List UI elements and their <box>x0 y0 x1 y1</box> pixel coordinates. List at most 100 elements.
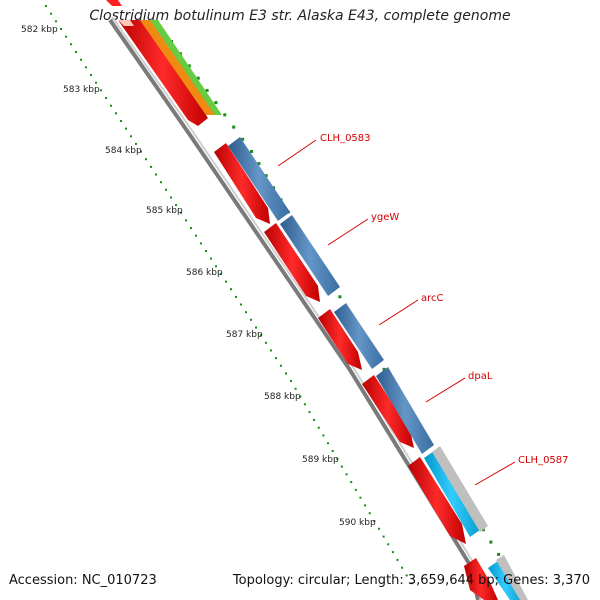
scale-dot <box>368 512 371 515</box>
scale-dot <box>65 35 67 38</box>
scale-label-584: 584 kbp <box>105 146 142 156</box>
scale-dot <box>45 5 47 7</box>
scale-dot <box>85 66 87 69</box>
leader-line-2 <box>327 218 369 246</box>
scale-dot <box>350 481 353 484</box>
scale-dot <box>308 411 311 414</box>
scale-dot <box>205 250 207 252</box>
scale-dot <box>75 51 77 53</box>
outer-dot <box>223 113 227 117</box>
outer-dot <box>382 367 386 371</box>
scale-dot <box>50 12 52 15</box>
outer-dot <box>497 552 501 556</box>
gene-label-ygew: ygeW <box>371 212 399 223</box>
scale-dot <box>160 181 162 184</box>
outer-dot <box>257 162 261 166</box>
scale-dot <box>290 380 292 382</box>
scale-dot <box>285 372 287 375</box>
leader-line-5 <box>474 461 516 486</box>
cds-arrow-forward-5 <box>408 457 466 544</box>
accession-text: Accession: NC_010723 <box>9 573 157 588</box>
gene-label-arcc: arcC <box>421 293 444 304</box>
scale-dot <box>170 196 172 199</box>
backbone-line <box>108 18 480 600</box>
scale-label-590: 590 kbp <box>339 518 376 528</box>
scale-dot <box>215 265 217 268</box>
scale-dot <box>294 387 297 390</box>
cds-arrow-forward-6 <box>464 558 498 600</box>
scale-dot <box>100 89 102 92</box>
map-title: Clostridium botulinum E3 str. Alaska E43… <box>89 8 511 24</box>
gene-label-clh0583: CLH_0583 <box>320 133 371 144</box>
scale-dot <box>391 551 394 554</box>
scale-dot <box>255 326 257 329</box>
cds-arrow-reverse-1 <box>228 137 290 221</box>
scale-dot <box>378 527 380 530</box>
scale-dot <box>135 142 137 145</box>
cds-arrow-forward-1 <box>214 143 270 224</box>
scale-dot <box>265 341 267 344</box>
outer-dot <box>241 137 245 141</box>
scale-dot <box>80 58 82 61</box>
scale-label-589: 589 kbp <box>302 455 339 465</box>
scale-dot <box>230 288 232 291</box>
scale-dot <box>382 535 385 538</box>
scale-dot <box>55 20 57 23</box>
scale-dot <box>401 566 404 569</box>
cds-arrow-reverse-2 <box>280 215 340 296</box>
scale-dot <box>340 465 343 468</box>
scale-dot <box>165 188 167 191</box>
scale-label-585: 585 kbp <box>146 206 183 216</box>
cds-arrow-reverse-4 <box>376 367 434 454</box>
scale-dot <box>90 74 92 76</box>
cds-feature-top-red <box>118 20 208 126</box>
scale-dot <box>110 104 112 107</box>
outer-dot <box>489 540 493 544</box>
scale-dot <box>405 574 408 577</box>
scale-dot <box>95 81 97 84</box>
scale-dot <box>225 280 227 283</box>
scale-dot <box>280 364 282 367</box>
outer-dot <box>187 64 191 68</box>
rna-feature-4 <box>496 555 528 600</box>
scale-dot <box>125 127 127 130</box>
scale-dot <box>220 272 222 275</box>
scale-dot <box>210 257 212 260</box>
scale-dot <box>303 403 306 406</box>
scale-dot <box>115 112 117 115</box>
scale-dot <box>336 457 339 460</box>
scale-dot <box>364 504 367 507</box>
gene-label-dpal: dpaL <box>468 371 493 382</box>
scale-dot <box>322 434 325 437</box>
scale-dot <box>195 234 197 237</box>
scale-dot <box>145 158 147 161</box>
cds-arrow-reverse-3 <box>334 303 384 369</box>
scale-label-588: 588 kbp <box>264 392 301 402</box>
cds-feature-top-orange <box>140 20 215 115</box>
outer-dot <box>338 295 342 299</box>
outer-dot <box>250 150 253 153</box>
scale-dot <box>313 418 316 421</box>
scale-dot <box>275 357 277 360</box>
scale-dot-track <box>45 5 413 585</box>
scale-dot <box>299 395 302 398</box>
gene-label-clh0587: CLH_0587 <box>518 455 569 466</box>
scale-label-587: 587 kbp <box>226 330 263 340</box>
cds-feature-top-pink <box>118 20 134 26</box>
cds-feature-top-red-small <box>106 0 122 6</box>
cds-arrow-forward-3 <box>318 309 362 370</box>
scale-dot <box>60 28 62 30</box>
scale-dot <box>120 120 122 122</box>
scale-dot <box>396 558 399 561</box>
outer-dot <box>196 76 200 80</box>
scale-dot <box>317 426 320 429</box>
scale-dot <box>331 450 334 452</box>
scale-dot <box>270 349 272 352</box>
scale-dot <box>359 496 362 499</box>
scale-dot <box>327 442 329 445</box>
scale-label-582: 582 kbp <box>21 25 58 35</box>
scale-dot <box>175 204 177 207</box>
cds-arrow-forward-2 <box>264 223 320 302</box>
scale-label-586: 586 kbp <box>186 268 223 278</box>
